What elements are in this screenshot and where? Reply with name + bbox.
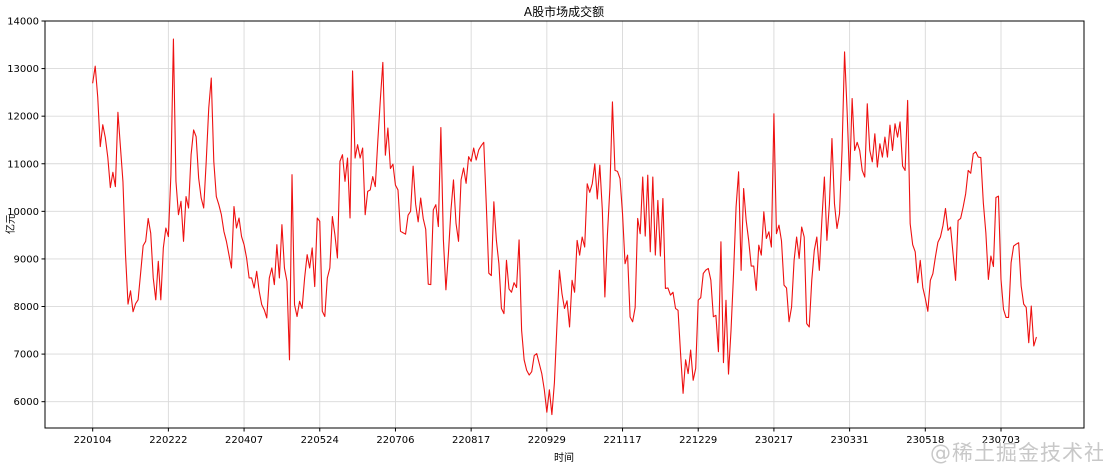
x-tick-label: 220817	[452, 435, 490, 446]
plot-border	[44, 20, 1085, 429]
x-tick-label: 221229	[679, 435, 717, 446]
y-tick-label: 7000	[14, 350, 39, 361]
x-axis-label: 时间	[554, 451, 574, 464]
x-tick-label: 230703	[982, 435, 1020, 446]
x-tick-label: 220929	[528, 435, 566, 446]
y-tick-label: 13000	[7, 64, 39, 75]
x-tick-label: 230518	[906, 435, 944, 446]
series-line	[92, 38, 1037, 416]
x-tick-label: 220706	[376, 435, 414, 446]
y-tick-label: 11000	[7, 159, 39, 170]
x-tick-label: 230217	[755, 435, 793, 446]
x-tick-label: 220104	[74, 435, 112, 446]
y-tick-label: 12000	[7, 112, 39, 123]
x-tick-label: 220407	[225, 435, 263, 446]
y-axis-label: 亿元	[4, 214, 17, 234]
x-tick-label: 230331	[831, 435, 869, 446]
y-tick-label: 10000	[7, 207, 39, 218]
gridlines	[45, 20, 1084, 428]
x-tick-label: 220222	[149, 435, 187, 446]
y-tick-label: 8000	[14, 302, 39, 313]
y-tick-label: 9000	[14, 254, 39, 265]
watermark: @稀土掘金技术社区	[930, 441, 1103, 465]
x-tick-label: 220524	[301, 435, 339, 446]
y-tick-label: 14000	[7, 17, 39, 28]
axis-tick-labels: 220104 220222 220407 220524 220706 220817 2209…	[7, 17, 1020, 447]
axis-ticks	[41, 20, 1002, 432]
x-tick-label: 221117	[603, 435, 641, 446]
chart-title: A股市场成交额	[524, 4, 604, 19]
y-tick-label: 6000	[14, 397, 39, 408]
